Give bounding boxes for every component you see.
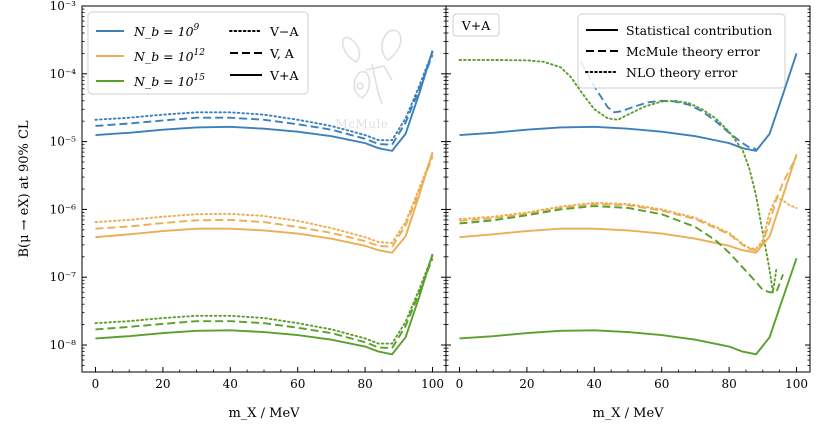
left-series-blue-dotted: [94, 51, 434, 142]
right-legend-items: Statistical contribution McMule theory er…: [585, 23, 772, 80]
left-legend: N_b = 109 N_b = 1012 N_b = 1015 V−A V, A V+A: [87, 11, 309, 95]
left-series-orange-solid: [95, 151, 434, 254]
legend-exponent: 9: [194, 23, 200, 33]
right-panel-label-text: V+A: [461, 18, 492, 33]
right-panel: 0 20 40 60 80 100: [445, 5, 811, 391]
y-tick-label: 10⁻⁷: [50, 270, 77, 284]
right-legend: Statistical contribution McMule theory er…: [577, 13, 786, 89]
left-series-blue-dashed: [95, 54, 434, 146]
right-series-green-solid: [459, 258, 798, 356]
left-series-orange-dotted: [94, 153, 434, 244]
right-ticks: 0 20 40 60 80 100: [446, 5, 810, 391]
right-series-orange-dashed: [459, 156, 798, 252]
y-tick-label: 10⁻³: [50, 0, 77, 13]
legend-label-green: N_b = 1015: [133, 73, 205, 89]
legend-style-label-dotted: NLO theory error: [626, 65, 737, 80]
watermark-label: McMule: [336, 117, 389, 131]
x-tick-label: 100: [421, 377, 444, 391]
left-legend-items: N_b = 109 N_b = 1012 N_b = 1015 V−A V, A V+A: [96, 23, 300, 89]
x-tick-label: 40: [587, 377, 602, 391]
legend-exponent: 12: [194, 48, 206, 58]
left-ticks: 0 20 40 60 80 100 10⁻⁸ 10⁻⁷ 10⁻⁶ 10⁻⁵ 10⁻⁴ 10⁻³: [50, 0, 446, 391]
x-tick-label: 40: [223, 377, 238, 391]
left-series: [94, 50, 434, 356]
right-series-orange-solid: [459, 153, 798, 254]
right-legend-box: [577, 13, 786, 89]
legend-style-label-solid: Statistical contribution: [626, 23, 772, 38]
left-legend-box: [87, 11, 309, 95]
right-x-axis-label: m_X / MeV: [592, 406, 664, 421]
legend-label-blue: N_b = 109: [133, 23, 200, 39]
x-tick-label: 80: [721, 377, 736, 391]
x-tick-label: 20: [155, 377, 170, 391]
right-series-green-dashed: [459, 205, 784, 294]
left-x-axis-label: m_X / MeV: [228, 406, 300, 421]
y-axis-label: B(μ → eX) at 90% CL: [17, 120, 32, 257]
x-tick-label: 100: [785, 377, 808, 391]
right-axes-frame: [445, 5, 811, 373]
legend-style-label-solid: V+A: [269, 68, 300, 83]
x-tick-label: 0: [92, 377, 100, 391]
legend-exponent: 15: [194, 73, 206, 83]
x-tick-label: 0: [456, 377, 464, 391]
y-tick-label: 10⁻⁵: [50, 135, 77, 149]
left-series-green-solid: [95, 253, 434, 356]
x-tick-label: 20: [519, 377, 534, 391]
fly-icon: [341, 29, 402, 105]
right-series-blue-dashed: [579, 61, 757, 150]
left-series-green-dashed: [95, 257, 434, 350]
y-tick-label: 10⁻⁸: [50, 338, 77, 352]
y-tick-label: 10⁻⁶: [50, 202, 77, 216]
left-series-green-dotted: [94, 254, 434, 345]
right-series-blue-solid: [459, 53, 798, 152]
left-series-blue-solid: [95, 50, 434, 152]
right-panel-label: V+A: [452, 13, 500, 37]
left-panel: 0 20 40 60 80 100 10⁻⁸ 10⁻⁷ 10⁻⁶ 10⁻⁵ 10⁻⁴ 10⁻³: [50, 0, 447, 391]
y-tick-label: 10⁻⁴: [50, 67, 77, 81]
legend-label-orange: N_b = 1012: [133, 48, 205, 64]
right-series-green-dotted: [458, 59, 778, 294]
x-tick-label: 60: [654, 377, 669, 391]
legend-style-label-dotted: V−A: [269, 24, 300, 39]
right-series: [458, 53, 798, 356]
x-tick-label: 80: [357, 377, 372, 391]
left-series-orange-dashed: [95, 156, 434, 248]
x-tick-label: 60: [290, 377, 305, 391]
mcmule-logo: McMule: [336, 29, 402, 131]
right-panel-label-box: [452, 13, 500, 37]
legend-style-label-dashed: McMule theory error: [626, 44, 760, 59]
legend-style-label-dashed: V, A: [269, 46, 295, 61]
